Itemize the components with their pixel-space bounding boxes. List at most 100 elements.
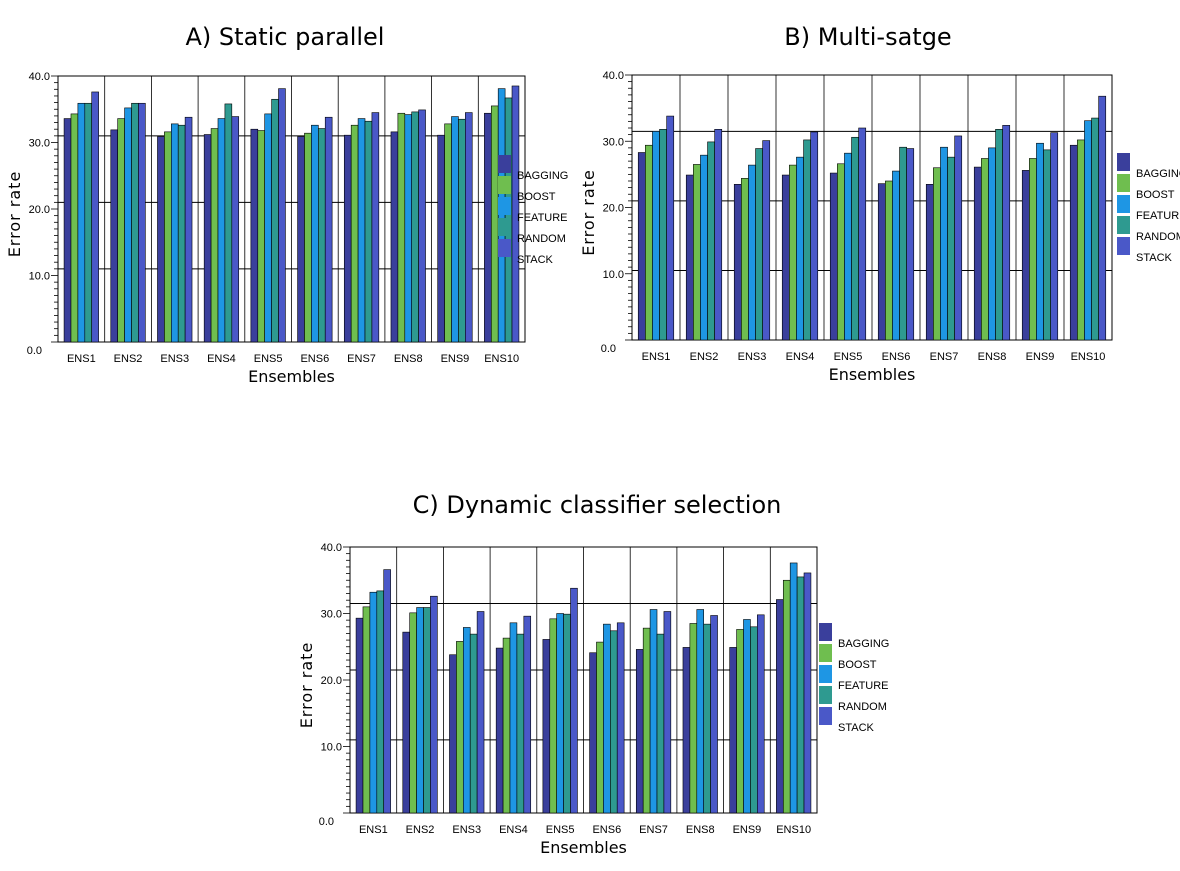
bar-bagging-ens10 xyxy=(1069,144,1078,341)
bar-stack-ens10 xyxy=(511,85,520,343)
bar-stack-ens9 xyxy=(757,614,765,814)
bar-stack-ens7 xyxy=(663,611,672,814)
bar-boost-ens10 xyxy=(782,579,791,814)
bar-boost-ens1 xyxy=(362,606,371,814)
y-tick-label: 40.0 xyxy=(29,71,50,83)
y-tick-label: 20.0 xyxy=(321,675,342,687)
bar-feature-ens5 xyxy=(264,113,272,343)
bar-feature-ens8 xyxy=(988,147,996,341)
bar-bagging-ens7 xyxy=(635,649,644,814)
bar-feature-ens10 xyxy=(497,88,506,343)
bar-feature-ens1 xyxy=(77,102,86,343)
bar-random-ens9 xyxy=(1043,149,1051,341)
bar-boost-ens9 xyxy=(444,123,452,343)
bar-bagging-ens9 xyxy=(729,647,737,814)
bar-boost-ens10 xyxy=(490,105,499,343)
bar-random-ens6 xyxy=(899,146,907,341)
x-tick-label: ENS6 xyxy=(882,351,911,363)
bar-random-ens2 xyxy=(131,102,139,343)
bar-bagging-ens5 xyxy=(542,639,551,814)
bar-random-ens4 xyxy=(224,103,233,343)
bar-bagging-ens8 xyxy=(973,166,982,341)
bar-feature-ens3 xyxy=(748,164,756,341)
x-tick-label: ENS4 xyxy=(786,351,815,363)
legend-label-random: RANDOM xyxy=(517,233,566,245)
legend-swatch-boost xyxy=(819,644,832,662)
legend-swatch-random xyxy=(819,686,832,704)
chart-panel-b: B) Multi-satge 0.0 10.0 20.0 30.0 40.0 ENS1 ENS… xyxy=(579,0,1180,420)
bar-boost-ens6 xyxy=(596,641,604,814)
bar-random-ens4 xyxy=(803,139,811,341)
bar-bagging-ens8 xyxy=(390,131,399,343)
bar-bagging-ens10 xyxy=(484,112,492,343)
x-tick-label: ENS6 xyxy=(592,824,621,836)
bar-boost-ens1 xyxy=(645,144,653,341)
y-tick-label: 20.0 xyxy=(29,204,50,216)
bar-boost-ens4 xyxy=(210,128,219,343)
bar-feature-ens9 xyxy=(1036,142,1044,341)
x-tick-label: ENS10 xyxy=(484,353,519,365)
legend-swatch-stack xyxy=(819,707,832,725)
x-tick-label: ENS10 xyxy=(1071,351,1106,363)
y-tick-label: 40.0 xyxy=(321,542,342,554)
bar-stack-ens3 xyxy=(476,611,485,814)
bar-random-ens3 xyxy=(177,124,186,343)
bar-boost-ens2 xyxy=(693,164,701,341)
bar-feature-ens8 xyxy=(696,609,705,814)
x-tick-label: ENS1 xyxy=(359,824,388,836)
x-tick-label: ENS3 xyxy=(160,353,189,365)
bar-feature-ens9 xyxy=(451,116,459,343)
bar-bagging-ens1 xyxy=(355,617,364,814)
x-tick-label: ENS2 xyxy=(114,353,143,365)
legend-swatch-random xyxy=(1117,216,1130,234)
x-tick-label: ENS2 xyxy=(406,824,435,836)
bar-boost-ens1 xyxy=(70,113,79,343)
legend-label-stack: STACK xyxy=(838,722,875,734)
chart-c: C) Dynamic classifier selection 0.0 10.0 20… xyxy=(297,491,889,857)
bar-boost-ens9 xyxy=(1029,158,1037,341)
bar-stack-ens4 xyxy=(523,615,532,814)
legend-label-random: RANDOM xyxy=(1136,231,1180,243)
x-tick-label: ENS1 xyxy=(67,353,96,365)
bar-bagging-ens1 xyxy=(63,118,72,343)
bar-boost-ens4 xyxy=(789,164,797,341)
legend-swatch-bagging xyxy=(1117,153,1130,171)
x-tick-label: ENS1 xyxy=(642,351,671,363)
bar-feature-ens10 xyxy=(1084,120,1092,341)
x-tick-label: ENS4 xyxy=(207,353,236,365)
x-tick-label: ENS7 xyxy=(347,353,376,365)
x-tick-label: ENS10 xyxy=(776,824,811,836)
legend-label-stack: STACK xyxy=(1136,252,1173,264)
x-tick-label: ENS5 xyxy=(834,351,863,363)
bar-random-ens5 xyxy=(271,98,279,343)
bar-stack-ens6 xyxy=(616,622,625,814)
bar-boost-ens3 xyxy=(456,641,464,814)
y-tick-label: 30.0 xyxy=(321,609,342,621)
bar-boost-ens8 xyxy=(981,158,989,341)
y-tick-label: 10.0 xyxy=(321,742,342,754)
bar-bagging-ens5 xyxy=(250,128,259,343)
bar-random-ens5 xyxy=(851,136,859,341)
x-tick-label: ENS3 xyxy=(452,824,481,836)
legend-swatch-stack xyxy=(498,239,511,257)
bar-random-ens7 xyxy=(947,156,955,341)
bar-stack-ens10 xyxy=(1098,95,1107,341)
legend-swatch-boost xyxy=(498,176,511,194)
y-tick-label: 10.0 xyxy=(603,269,624,281)
bar-stack-ens2 xyxy=(138,102,146,343)
chart-a: A) Static parallel 0.0 10.0 20.0 30.0 40.0 ENS… xyxy=(5,23,568,386)
bar-stack-ens8 xyxy=(1002,125,1011,341)
legend-label-bagging: BAGGING xyxy=(517,170,568,182)
legend-label-feature: FEATURE xyxy=(517,212,568,224)
bar-stack-ens4 xyxy=(231,116,240,343)
bar-stack-ens5 xyxy=(858,127,867,341)
y-axis-label: Error rate xyxy=(5,171,24,258)
y-tick-label: 0.0 xyxy=(27,345,42,357)
bar-stack-ens4 xyxy=(810,131,819,341)
x-axis-label: Ensembles xyxy=(829,365,916,384)
x-tick-label: ENS9 xyxy=(441,353,470,365)
chart-title: C) Dynamic classifier selection xyxy=(413,491,782,519)
bar-bagging-ens2 xyxy=(685,174,694,341)
bar-boost-ens9 xyxy=(736,629,744,814)
chart-panel-a: A) Static parallel 0.0 10.0 20.0 30.0 40.0 ENS… xyxy=(0,0,590,420)
